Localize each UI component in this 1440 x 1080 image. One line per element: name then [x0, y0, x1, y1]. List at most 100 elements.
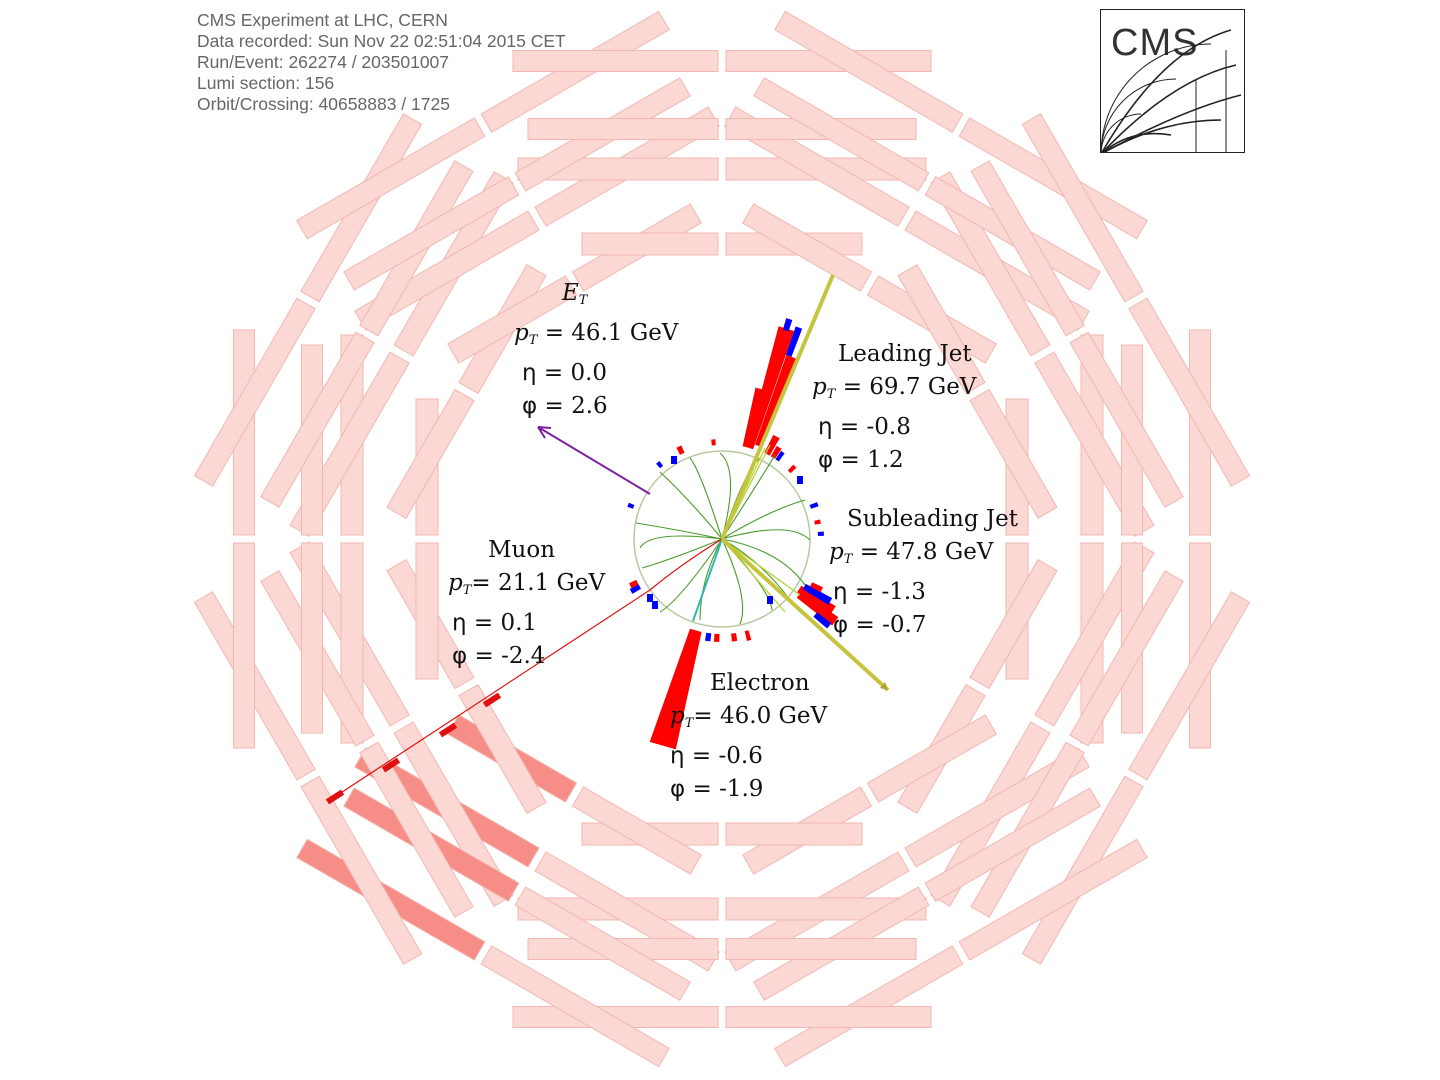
electron-pt-sub: T [684, 716, 694, 731]
subleading-jet-ecal-tower [796, 592, 839, 626]
charged-track [721, 454, 776, 540]
muon-chamber [260, 331, 375, 508]
subleading-jet-phi-symbol: φ [833, 612, 849, 638]
muon-chamber [415, 542, 439, 680]
muon-pt-value: = 21.1 GeV [471, 570, 606, 596]
subleading-jet-label: Subleading Jet pT = 47.8 GeV η = -1.3 φ … [829, 503, 1018, 642]
met-symbol-sub: T [578, 293, 588, 308]
muon-chamber [958, 838, 1148, 961]
electron-track [692, 538, 723, 622]
muon-chamber [193, 297, 316, 487]
muon-chamber [774, 10, 964, 133]
charged-track [721, 529, 811, 541]
ecal-tower [787, 464, 797, 474]
ecal-tower [713, 633, 720, 642]
electron-label: Electron pT= 46.0 GeV η = -0.6 φ = -1.9 [670, 667, 827, 806]
subleading-jet-ecal-tower [797, 585, 836, 616]
muon-chamber [343, 176, 520, 291]
event-info: CMS Experiment at LHC, CERN Data recorde… [197, 10, 566, 115]
tracker-boundary [633, 450, 811, 628]
subleading-jet-title: Subleading Jet [847, 506, 1018, 532]
muon-title: Muon [488, 537, 556, 563]
muon-chamber [514, 886, 691, 1001]
date-line: Data recorded: Sun Nov 22 02:51:04 2015 … [197, 31, 566, 51]
muon-chamber [301, 542, 323, 734]
electron-phi-symbol: φ [670, 776, 686, 802]
muon-chamber [904, 747, 1090, 868]
leading-jet-eta-symbol: η [818, 414, 833, 440]
charged-track [639, 535, 723, 549]
muon-phi-value: = -2.4 [474, 643, 546, 669]
leading-jet-hcal-tower [785, 326, 803, 357]
ecal-tower [814, 519, 821, 525]
leading-jet-label: Leading Jet pT = 69.7 GeV η = -0.8 φ = 1… [812, 338, 976, 477]
electron-title: Electron [710, 670, 810, 696]
leading-jet-phi-symbol: φ [818, 447, 834, 473]
ecal-tower [731, 633, 738, 642]
muon-chamber [742, 203, 873, 292]
hit-marker [647, 594, 653, 602]
muon-chamber [480, 945, 670, 1068]
met-phi-symbol: φ [522, 393, 538, 419]
charged-track [721, 499, 806, 540]
ecal-tower [770, 445, 782, 459]
hit-marker [797, 476, 803, 484]
ecal-tower [810, 582, 824, 593]
muon-chamber [930, 171, 1051, 357]
charged-track [659, 538, 723, 613]
muon-pt-sub: T [462, 583, 472, 598]
muon-chamber [1069, 570, 1184, 747]
electron-pt-value: = 46.0 GeV [693, 703, 828, 729]
muon-track [329, 538, 723, 801]
muon-chamber [1021, 113, 1144, 303]
hcal-tower [817, 531, 824, 536]
charged-track [641, 538, 723, 569]
subleading-jet-hcal-tower [813, 612, 832, 629]
met-symbol: E [562, 280, 579, 306]
subleading-jet-pt-symbol: p [829, 539, 844, 565]
tracker [633, 450, 811, 628]
hcal-tower [775, 450, 785, 462]
leading-jet-ecal-tower [746, 326, 795, 450]
leading-jet-pt-symbol: p [812, 374, 827, 400]
muon-chamber [725, 822, 863, 846]
leading-jet-title: Leading Jet [838, 341, 972, 367]
ecal-tower [676, 445, 685, 455]
ecal-tower [764, 434, 780, 456]
electron-ecal-tower [649, 628, 702, 750]
muon-chamber [512, 50, 719, 72]
subleading-jet-eta-symbol: η [833, 579, 848, 605]
subleading-jet-pt-sub: T [843, 552, 853, 567]
muon-chamber [296, 117, 486, 240]
muon-chamber [354, 210, 540, 331]
muon-pt-symbol: p [448, 570, 463, 596]
muon-chamber [970, 160, 1085, 337]
met-eta-symbol: η [522, 360, 537, 386]
subleading-jet-axis-tip [880, 682, 888, 690]
muon-chamber [300, 775, 423, 965]
muon-chamber [866, 714, 997, 803]
muon-phi-symbol: φ [452, 643, 468, 669]
muon-chamber [924, 787, 1101, 902]
muon-chamber [527, 118, 719, 140]
muon-chamber [581, 232, 719, 256]
muon-chambers [193, 10, 1251, 1068]
muon-chamber [359, 741, 474, 918]
met-pt-value: = 46.1 GeV [544, 320, 679, 346]
subleading-jet-eta-value: = -1.3 [854, 579, 926, 605]
leading-jet-hcal-tower [782, 318, 793, 332]
subleading-jet-hcal-tower [802, 583, 833, 605]
muon-chamber [753, 77, 930, 192]
leading-jet-ecal-tower [755, 354, 798, 447]
ecal-tower [711, 439, 716, 446]
met-label: ET pT = 46.1 GeV η = 0.0 φ = 2.6 [514, 277, 678, 423]
muon-eta-symbol: η [452, 610, 467, 636]
charged-track [689, 457, 723, 540]
leading-jet-phi-value: = 1.2 [840, 447, 904, 473]
met-pt-sub: T [528, 333, 538, 348]
orbit-line: Orbit/Crossing: 40658883 / 1725 [197, 94, 450, 114]
cms-logo: CMS [1100, 9, 1245, 153]
muon-chamber [233, 542, 255, 749]
leading-jet-pt-value: = 69.7 GeV [842, 374, 977, 400]
muon-chamber [1069, 331, 1184, 508]
